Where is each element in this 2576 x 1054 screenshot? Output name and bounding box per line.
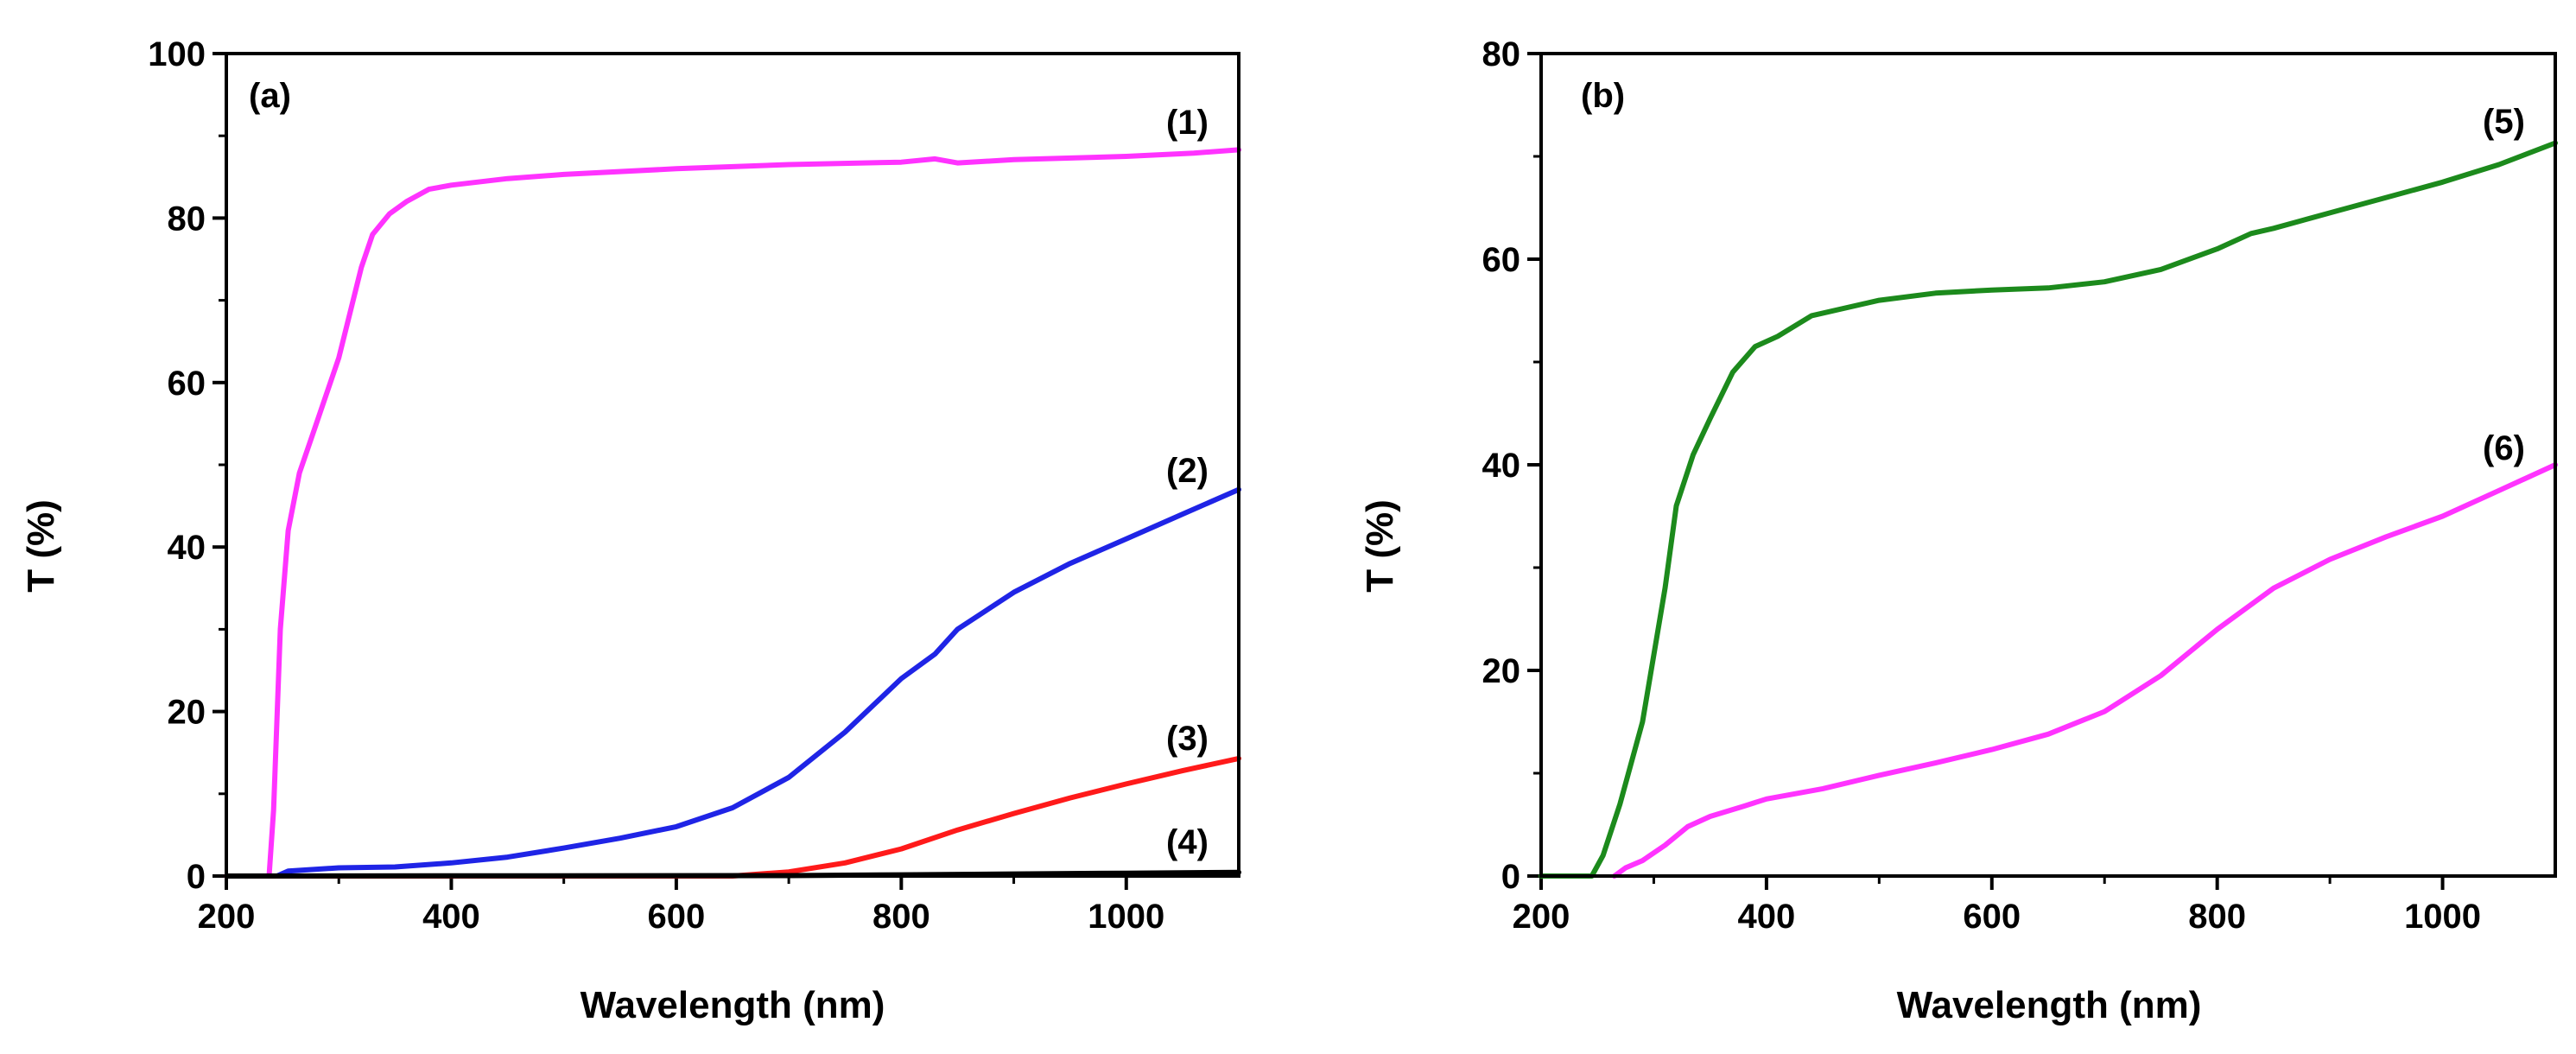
- y-tick-label: 80: [1482, 35, 1521, 73]
- x-tick-label: 600: [1963, 898, 2021, 936]
- y-tick-label: 40: [168, 529, 206, 567]
- curve-label-2: (2): [1166, 452, 1209, 490]
- panel-b-curve-labels: (5) (6): [2483, 103, 2525, 467]
- curve-label-4: (4): [1166, 823, 1209, 861]
- series-line-3: [224, 755, 1241, 879]
- y-tick-label: 40: [1482, 447, 1521, 485]
- x-tick-label: 600: [648, 898, 706, 936]
- x-tick-label: 200: [198, 898, 256, 936]
- curve-label-5: (5): [2483, 103, 2525, 141]
- x-tick-label: 400: [1738, 898, 1796, 936]
- x-tick-label: 800: [872, 898, 930, 936]
- series-line-5: [1539, 140, 2558, 879]
- panel-a: T (%) Wavelength (nm) (a) 200 400 600 800 10…: [20, 35, 1241, 1026]
- curve-label-1: (1): [1166, 104, 1209, 142]
- panel-b-label: (b): [1581, 77, 1625, 115]
- series-line-2: [224, 486, 1241, 879]
- y-tick-label: 100: [148, 35, 206, 73]
- y-tick-label: 60: [168, 365, 206, 403]
- panel-a-ticks: 200 400 600 800 1000 0 20 40 60 80 100: [148, 35, 1164, 936]
- panel-b-x-axis-title: Wavelength (nm): [1897, 984, 2202, 1026]
- panel-a-curves: [224, 147, 1241, 879]
- panel-b-plot-frame: [1539, 52, 2557, 878]
- panel-a-x-axis-title: Wavelength (nm): [581, 984, 885, 1026]
- panel-a-label: (a): [249, 77, 291, 115]
- y-tick-label: 80: [168, 200, 206, 238]
- x-tick-label: 800: [2188, 898, 2246, 936]
- panel-b: T (%) Wavelength (nm) (b) 200 400 600 800 10…: [1359, 35, 2558, 1026]
- panel-b-ticks: 200 400 600 800 1000 0 20 40 60 80: [1482, 35, 2482, 936]
- y-tick-label: 20: [168, 694, 206, 732]
- panel-a-plot-frame: [225, 52, 1240, 878]
- x-tick-label: 200: [1513, 898, 1570, 936]
- y-tick-label: 0: [1501, 858, 1520, 896]
- curve-label-6: (6): [2483, 429, 2525, 467]
- panel-a-curve-labels: (1) (2) (3) (4): [1166, 104, 1209, 861]
- x-tick-label: 400: [422, 898, 480, 936]
- panel-b-curves: [1539, 140, 2558, 879]
- panel-a-y-axis-title: T (%): [20, 499, 62, 593]
- y-tick-label: 0: [187, 858, 206, 896]
- x-tick-label: 1000: [1088, 898, 1164, 936]
- y-tick-label: 60: [1482, 241, 1521, 279]
- series-line-6: [1611, 462, 2558, 879]
- curve-label-3: (3): [1166, 720, 1209, 758]
- x-tick-label: 1000: [2404, 898, 2481, 936]
- y-tick-label: 20: [1482, 652, 1521, 690]
- series-line-1: [224, 147, 1241, 879]
- panel-b-y-axis-title: T (%): [1359, 499, 1401, 593]
